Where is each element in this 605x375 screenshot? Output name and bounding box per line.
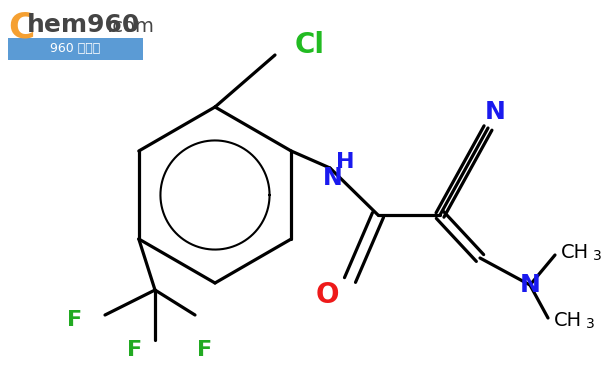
Text: N: N <box>323 166 343 190</box>
Text: F: F <box>128 340 143 360</box>
Text: 3: 3 <box>586 317 595 331</box>
Text: CH: CH <box>561 243 589 261</box>
Text: N: N <box>520 273 540 297</box>
Text: 3: 3 <box>593 249 602 263</box>
Text: N: N <box>485 100 505 124</box>
Text: O: O <box>315 281 339 309</box>
Text: H: H <box>336 152 355 172</box>
Text: Cl: Cl <box>295 31 325 59</box>
Text: .com: .com <box>107 16 155 36</box>
FancyBboxPatch shape <box>8 38 143 60</box>
Text: F: F <box>197 340 212 360</box>
Text: CH: CH <box>554 310 582 330</box>
Text: C: C <box>8 11 34 45</box>
Text: hem960: hem960 <box>27 13 140 37</box>
Text: 960 化工网: 960 化工网 <box>50 42 100 56</box>
Text: F: F <box>67 310 82 330</box>
